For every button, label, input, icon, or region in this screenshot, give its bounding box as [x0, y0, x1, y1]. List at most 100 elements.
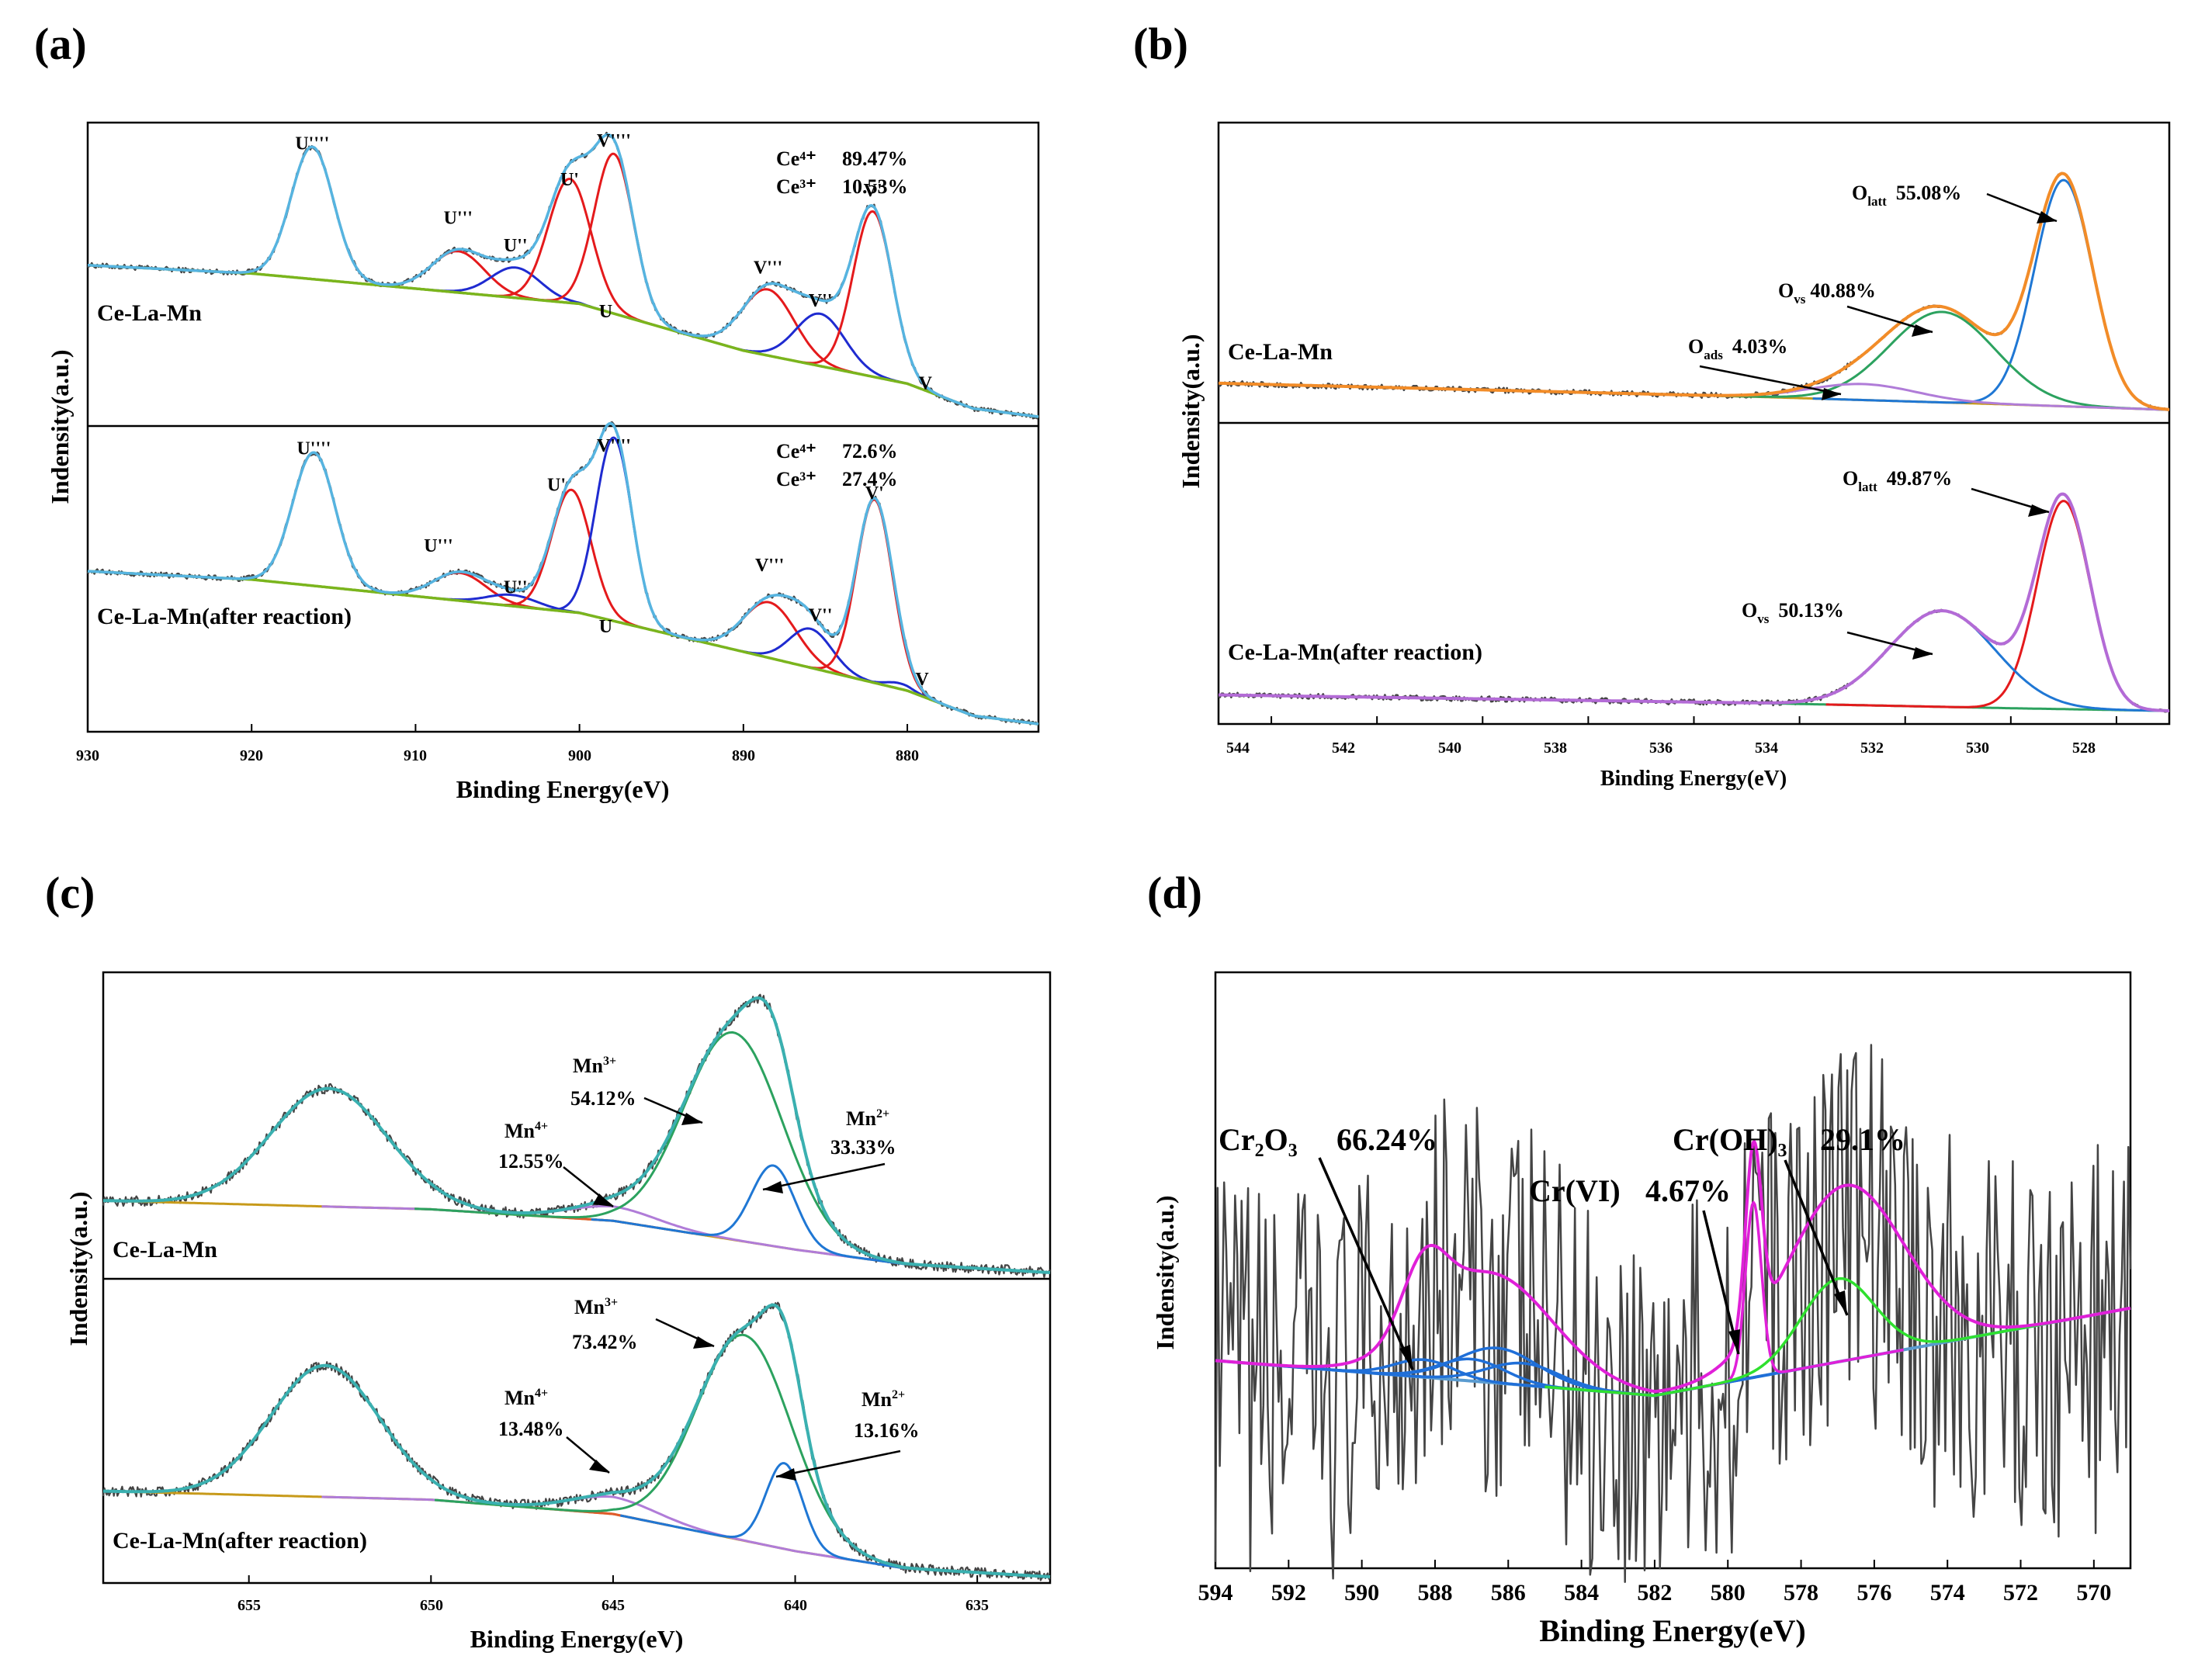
fit-envelope-line — [102, 1303, 1051, 1578]
x-tick-label: 540 — [1438, 740, 1461, 757]
mn4-value: 13.48% — [498, 1418, 564, 1440]
arrow-head — [2037, 211, 2057, 223]
x-tick-label: 542 — [1332, 740, 1355, 757]
ce3-value: 10.53% — [842, 175, 908, 198]
mn-label: Mn — [862, 1388, 893, 1411]
fit-envelope-line — [87, 421, 1039, 726]
mn2-value: 13.16% — [854, 1419, 920, 1442]
x-tick-label: 930 — [76, 747, 99, 764]
panel-a-top-curves — [87, 131, 1040, 420]
x-tick-label: 594 — [1198, 1580, 1233, 1606]
o-latt-value: 55.08% — [1896, 182, 1962, 204]
arrow-head — [1834, 1290, 1847, 1315]
sample-label: Ce-La-Mn — [1228, 339, 1333, 365]
peak-label: V — [915, 670, 929, 690]
mn-sup: 4+ — [535, 1387, 548, 1400]
fit-component-peak — [435, 178, 705, 341]
fit-component-peak — [1825, 500, 2169, 712]
panel-b-bottom-curves — [1218, 492, 2170, 713]
peak-label: U'''' — [295, 134, 329, 154]
x-tick-label: 640 — [784, 1597, 807, 1614]
fit-component-peak — [321, 1495, 905, 1570]
o-sub: vs — [1757, 611, 1770, 626]
mn3-top-annotation: Mn3+ 54.12% — [570, 1055, 703, 1125]
panel-c-bottom-curves — [102, 1301, 1051, 1581]
panel-b: (b) 544 542 540 538 536 534 532 530 528 … — [1133, 19, 2171, 791]
x-tick-label: 645 — [602, 1597, 625, 1614]
x-tick-label: 534 — [1755, 740, 1778, 757]
x-tick-label: 530 — [1966, 740, 1989, 757]
peak-label: U'' — [504, 236, 528, 256]
x-tick-label: 572 — [2003, 1580, 2038, 1606]
x-tick-label: 580 — [1711, 1580, 1746, 1606]
ce3-value: 27.4% — [842, 468, 898, 490]
background-line — [103, 1199, 1051, 1274]
sample-label: Ce-La-Mn(after reaction) — [97, 604, 352, 629]
mn-sup: 4+ — [535, 1120, 548, 1133]
x-tick-label: 590 — [1344, 1580, 1379, 1606]
sample-label: Ce-La-Mn(after reaction) — [1228, 639, 1482, 665]
mn2-top-annotation: Mn2+ 33.33% — [762, 1107, 896, 1193]
mn4-bottom-annotation: Mn4+ 13.48% — [498, 1387, 610, 1474]
svg-text:Mn3+: Mn3+ — [573, 1055, 616, 1077]
mn-sup: 3+ — [605, 1296, 618, 1309]
mn2-value: 33.33% — [830, 1136, 896, 1159]
peak-label: U'' — [504, 578, 528, 598]
o-vs-value: 50.13% — [1778, 599, 1844, 622]
x-tick-label: 574 — [1930, 1580, 1965, 1606]
arrow — [1318, 1157, 1414, 1370]
svg-text:Mn2+: Mn2+ — [846, 1107, 889, 1130]
crvi-value: 4.67% — [1645, 1173, 1731, 1208]
panel-d: (d) 594 592 590 588 586 584 582 580 578 576 574 572… — [1147, 868, 2132, 1648]
peak-label: V'''' — [597, 131, 631, 151]
x-tick-label: 900 — [568, 747, 591, 764]
sample-label: Ce-La-Mn — [97, 300, 202, 326]
crvi-annotation: Cr(VI) 4.67% — [1529, 1173, 1740, 1355]
fit-envelope-line — [88, 133, 1039, 418]
fit-component-peak — [744, 210, 1001, 414]
o-ads-value: 4.03% — [1732, 335, 1788, 358]
x-axis-title: Binding Energy(eV) — [1600, 767, 1787, 791]
peak-label: U'''' — [296, 439, 331, 459]
svg-text:Mn3+: Mn3+ — [574, 1296, 618, 1318]
svg-text:Mn4+: Mn4+ — [504, 1387, 548, 1409]
mn-sup: 2+ — [892, 1388, 905, 1401]
peak-label: V'''' — [597, 436, 631, 456]
panel-d-x-axis: 594 592 590 588 586 584 582 580 578 576 574 572 570 — [1198, 1560, 2111, 1606]
mn-label: Mn — [574, 1296, 605, 1318]
fit-envelope-line — [1215, 1140, 2131, 1394]
o-latt-value: 49.87% — [1887, 467, 1953, 490]
mn4-top-annotation: Mn4+ 12.55% — [498, 1120, 614, 1207]
x-tick-label: 588 — [1417, 1580, 1452, 1606]
mn-sup: 3+ — [603, 1055, 616, 1068]
arrow-head — [593, 1193, 613, 1207]
arrow — [762, 1162, 886, 1191]
o-ads-top-annotation: Oads 4.03% — [1688, 335, 1842, 400]
panel-a-bottom-curves — [86, 421, 1039, 726]
fit-component-peak — [103, 1364, 672, 1527]
x-axis-title: Binding Energy(eV) — [456, 775, 670, 803]
panel-d-label: (d) — [1147, 868, 1202, 918]
x-axis-title: Binding Energy(eV) — [470, 1625, 684, 1653]
x-tick-label: 635 — [966, 1597, 989, 1614]
o-sub: vs — [1794, 292, 1806, 307]
o-latt-bottom-annotation: Olatt 49.87% — [1843, 467, 2050, 517]
ce4-value: 72.6% — [842, 440, 898, 462]
arrow-head — [1822, 388, 1841, 400]
cr2o3-annotation: Cr₂O₃ 66.24% — [1219, 1122, 1437, 1370]
arrow-head — [2028, 504, 2049, 517]
arrow — [1702, 1210, 1740, 1355]
x-tick-label: 890 — [732, 747, 755, 764]
panel-a-label: (a) — [34, 19, 87, 69]
o-sub: latt — [1858, 480, 1877, 494]
x-tick-label: 910 — [404, 747, 427, 764]
croh3-value: 29.1% — [1820, 1122, 1905, 1157]
fit-envelope-line — [1219, 492, 2169, 712]
o-label: O — [1843, 467, 1858, 490]
arrow-head — [776, 1468, 796, 1481]
ce-ratio-bottom: Ce⁴⁺ 72.6% Ce³⁺ 27.4% — [776, 440, 898, 490]
arrow-head — [693, 1336, 714, 1349]
mn3-bottom-annotation: Mn3+ 73.42% — [572, 1296, 715, 1353]
arrow-head — [1912, 324, 1933, 337]
